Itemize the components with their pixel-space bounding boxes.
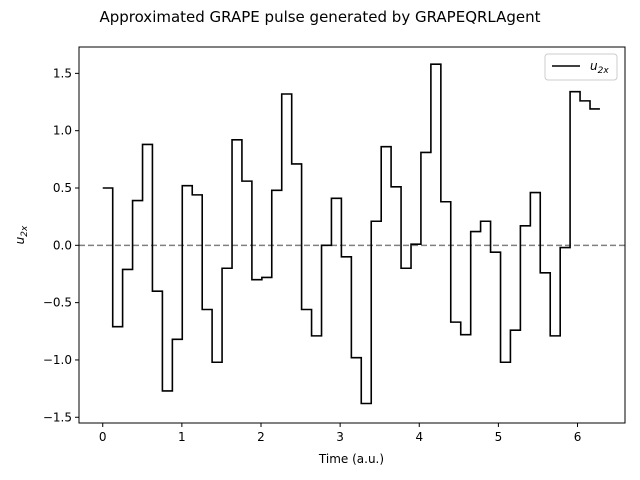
legend-box — [544, 53, 618, 81]
y-axis-label: u2x — [13, 225, 30, 244]
legend-entry-sub: 2x — [598, 66, 610, 76]
y-tick-label: 1.5 — [53, 66, 72, 80]
x-tick-label: 3 — [336, 430, 344, 444]
y-tick-label: −1.5 — [43, 410, 72, 424]
y-tick-label: 0.0 — [53, 238, 72, 252]
x-tick-label: 2 — [257, 430, 265, 444]
y-axis-label-main: u — [13, 236, 27, 244]
chart-title: Approximated GRAPE pulse generated by GR… — [99, 8, 540, 26]
plot-frame — [78, 46, 626, 424]
legend-entry: u2x — [590, 59, 609, 76]
y-tick-label: 0.5 — [53, 181, 72, 195]
y-tick-label: 1.0 — [53, 124, 72, 138]
x-tick-label: 1 — [178, 430, 186, 444]
y-tick-label: −1.0 — [43, 353, 72, 367]
y-axis-label-sub: 2x — [20, 225, 30, 237]
x-axis-label: Time (a.u.) — [318, 452, 384, 466]
series-line-0 — [102, 63, 600, 405]
x-tick-label: 5 — [495, 430, 503, 444]
x-tick-label: 0 — [99, 430, 107, 444]
x-tick-label: 4 — [415, 430, 423, 444]
legend-entry-main: u — [590, 59, 598, 73]
legend: u2x — [544, 53, 618, 81]
x-tick-label: 6 — [574, 430, 582, 444]
y-tick-label: −0.5 — [43, 296, 72, 310]
